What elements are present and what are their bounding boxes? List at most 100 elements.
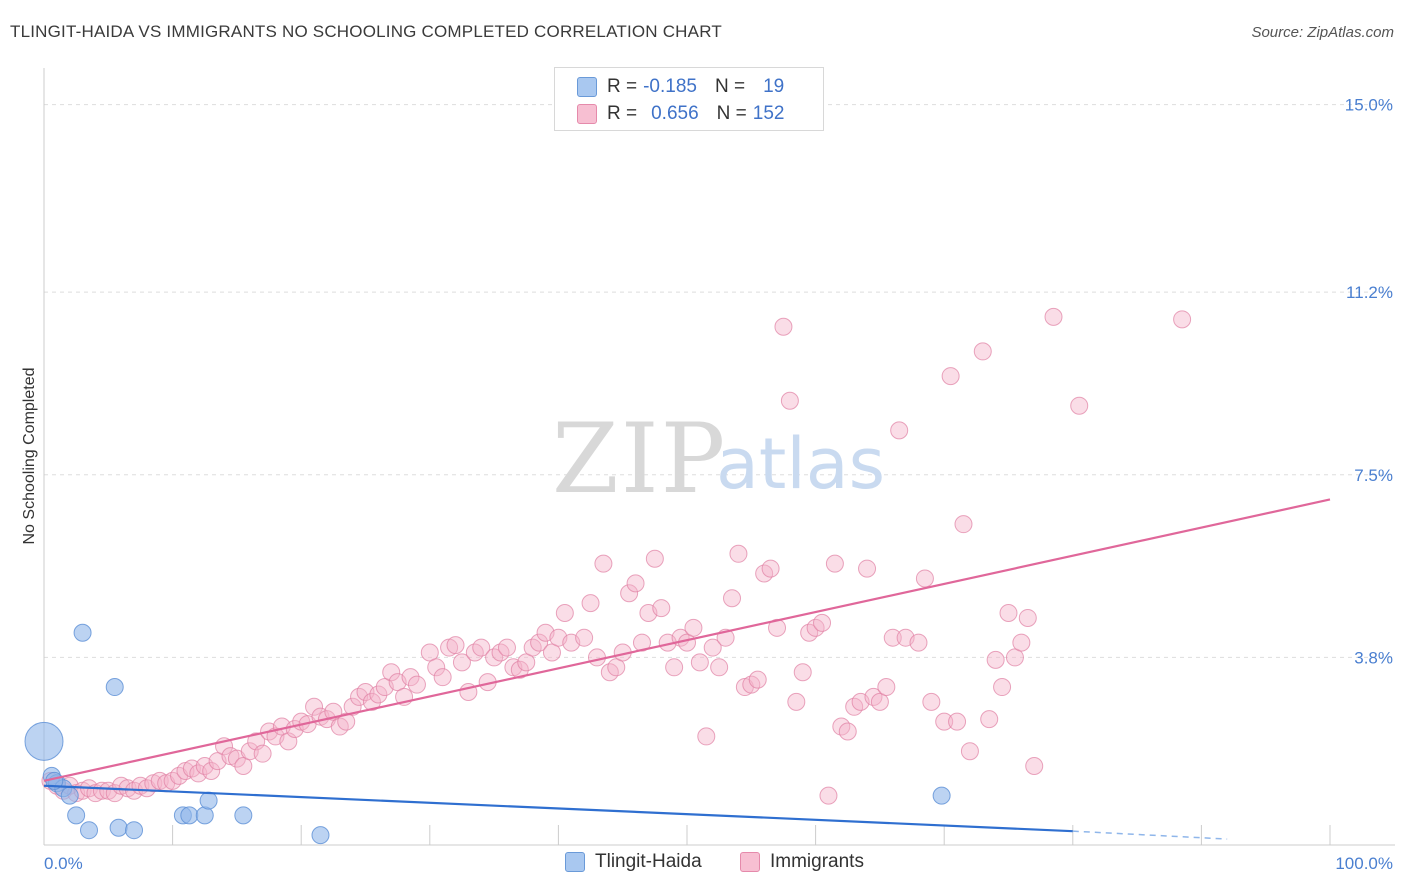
legend-n-label: N = bbox=[716, 103, 747, 124]
data-point-immigrants bbox=[993, 678, 1012, 697]
data-point-immigrants bbox=[575, 628, 594, 647]
data-point-immigrants bbox=[530, 633, 549, 652]
data-point-tlingit-haida bbox=[24, 721, 64, 761]
legend-n-value: 19 bbox=[763, 76, 785, 97]
data-point-immigrants bbox=[1018, 608, 1037, 627]
data-point-immigrants bbox=[999, 604, 1018, 623]
legend-item-tlingit-haida[interactable]: Tlingit-Haida bbox=[565, 851, 702, 873]
data-point-immigrants bbox=[935, 712, 954, 731]
data-point-immigrants bbox=[369, 685, 388, 704]
data-point-immigrants bbox=[870, 692, 889, 711]
data-point-immigrants bbox=[517, 653, 536, 672]
data-point-tlingit-haida bbox=[109, 818, 128, 837]
data-point-immigrants bbox=[690, 653, 709, 672]
data-point-tlingit-haida bbox=[80, 821, 99, 840]
data-point-tlingit-haida bbox=[195, 806, 214, 825]
data-point-immigrants bbox=[748, 670, 767, 689]
data-point-immigrants bbox=[948, 712, 967, 731]
data-point-immigrants bbox=[819, 786, 838, 805]
data-point-immigrants bbox=[858, 559, 877, 578]
data-point-immigrants bbox=[497, 638, 516, 657]
legend-n-value: 152 bbox=[752, 103, 785, 124]
legend-swatch-immigrants bbox=[740, 852, 760, 872]
y-tick-label: 15.0% bbox=[1345, 96, 1393, 115]
legend-r-label: R = bbox=[607, 76, 638, 97]
y-tick-label: 11.2% bbox=[1346, 283, 1393, 302]
data-point-immigrants bbox=[909, 633, 928, 652]
data-point-immigrants bbox=[723, 589, 742, 608]
y-tick-label: 7.5% bbox=[1354, 466, 1393, 485]
data-point-immigrants bbox=[427, 658, 446, 677]
legend-swatch-tlingit-haida bbox=[565, 852, 585, 872]
data-point-immigrants bbox=[1070, 396, 1089, 415]
legend-row-tlingit-haida: R = -0.185 N = 19 bbox=[577, 74, 784, 100]
chart-title: TLINGIT-HAIDA VS IMMIGRANTS NO SCHOOLING… bbox=[10, 22, 722, 41]
data-point-immigrants bbox=[253, 744, 272, 763]
y-tick-labels: 3.8% 7.5% 11.2% 15.0% bbox=[1345, 96, 1393, 668]
data-point-immigrants bbox=[420, 643, 439, 662]
data-point-immigrants bbox=[960, 742, 979, 761]
data-point-immigrants bbox=[684, 618, 703, 637]
data-point-tlingit-haida bbox=[60, 786, 79, 805]
legend-n-label: N = bbox=[714, 76, 746, 97]
data-point-immigrants bbox=[555, 604, 574, 623]
legend-swatch-immigrants bbox=[577, 104, 597, 124]
data-point-immigrants bbox=[813, 613, 832, 632]
data-point-immigrants bbox=[1044, 307, 1063, 326]
data-point-immigrants bbox=[452, 653, 471, 672]
trend-lines bbox=[43, 498, 1331, 840]
data-point-tlingit-haida bbox=[105, 678, 124, 697]
source-label: Source: ZipAtlas.com bbox=[1251, 24, 1394, 41]
trend-line-immigrants bbox=[43, 498, 1331, 782]
x-tick-labels: 0.0% 100.0% bbox=[44, 854, 1393, 873]
data-point-tlingit-haida bbox=[932, 786, 951, 805]
data-point-tlingit-haida bbox=[199, 791, 218, 810]
series-immigrants bbox=[41, 307, 1192, 805]
data-point-immigrants bbox=[954, 515, 973, 534]
data-point-immigrants bbox=[343, 697, 362, 716]
data-point-immigrants bbox=[401, 668, 420, 687]
data-point-immigrants bbox=[407, 675, 426, 694]
legend-label-immigrants: Immigrants bbox=[770, 851, 864, 872]
data-point-immigrants bbox=[305, 697, 324, 716]
data-point-immigrants bbox=[433, 668, 452, 687]
series-legend: Tlingit-Haida Immigrants bbox=[0, 851, 1406, 877]
data-point-immigrants bbox=[234, 757, 253, 776]
data-point-immigrants bbox=[382, 663, 401, 682]
legend-r-value: 0.656 bbox=[651, 103, 699, 124]
data-point-immigrants bbox=[697, 727, 716, 746]
data-point-tlingit-haida bbox=[180, 806, 199, 825]
data-point-immigrants bbox=[890, 421, 909, 440]
data-point-immigrants bbox=[980, 710, 999, 729]
data-point-tlingit-haida bbox=[311, 826, 330, 845]
data-point-immigrants bbox=[594, 554, 613, 573]
data-point-immigrants bbox=[645, 549, 664, 568]
data-point-immigrants bbox=[761, 559, 780, 578]
data-point-immigrants bbox=[1005, 648, 1024, 667]
axes bbox=[43, 68, 1395, 846]
trend-line-tlingit-haida-extension bbox=[1072, 830, 1228, 840]
data-point-immigrants bbox=[665, 658, 684, 677]
data-point-immigrants bbox=[1025, 757, 1044, 776]
data-point-tlingit-haida bbox=[67, 806, 86, 825]
data-point-tlingit-haida bbox=[125, 821, 144, 840]
data-point-immigrants bbox=[607, 658, 626, 677]
data-point-immigrants bbox=[362, 692, 381, 711]
data-point-immigrants bbox=[787, 692, 806, 711]
data-point-immigrants bbox=[780, 391, 799, 410]
data-point-immigrants bbox=[1173, 310, 1192, 329]
watermark: ZIP atlas bbox=[552, 403, 885, 515]
stats-legend: R = -0.185 N = 19 R = 0.656 N = 152 bbox=[554, 67, 824, 131]
legend-r-label: R = bbox=[607, 103, 638, 124]
data-point-immigrants bbox=[941, 367, 960, 386]
gridlines bbox=[44, 104, 1395, 658]
data-point-immigrants bbox=[620, 584, 639, 603]
data-point-immigrants bbox=[877, 678, 896, 697]
data-point-immigrants bbox=[1012, 633, 1031, 652]
data-point-immigrants bbox=[446, 636, 465, 655]
y-tick-label: 3.8% bbox=[1354, 648, 1393, 667]
data-point-tlingit-haida bbox=[234, 806, 253, 825]
legend-item-immigrants[interactable]: Immigrants bbox=[740, 851, 864, 873]
data-point-immigrants bbox=[510, 660, 529, 679]
